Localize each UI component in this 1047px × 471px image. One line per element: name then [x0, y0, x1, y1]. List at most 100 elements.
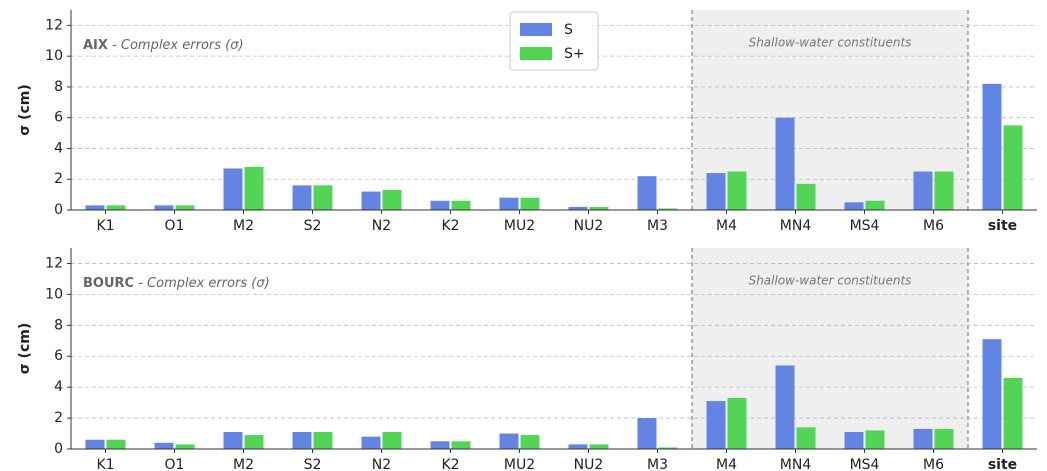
annotation-text: - Complex errors (σ)	[108, 38, 244, 53]
bar	[589, 206, 609, 210]
bar	[313, 431, 333, 449]
y-tick-label: 8	[54, 317, 63, 333]
bar	[637, 176, 657, 210]
y-tick-label: 2	[54, 171, 63, 187]
bar	[775, 365, 795, 449]
y-tick-label: 10	[45, 286, 63, 302]
bar	[223, 431, 243, 449]
bar	[292, 431, 312, 449]
bar	[154, 442, 174, 449]
bar	[589, 444, 609, 449]
x-tick-label: O1	[165, 457, 185, 471]
panel-annotation: BOURC - Complex errors (σ)	[83, 276, 270, 291]
x-tick-label: M6	[923, 457, 944, 471]
panel-annotation: AIX - Complex errors (σ)	[83, 38, 244, 53]
legend-swatch	[520, 23, 552, 36]
x-tick-label: S2	[304, 218, 322, 234]
y-tick-label: 12	[45, 255, 63, 271]
bar	[934, 171, 954, 210]
bar	[106, 205, 126, 210]
x-tick-label: MU2	[504, 457, 535, 471]
shade-label: Shallow-water constituents	[749, 36, 912, 50]
bar	[361, 191, 381, 210]
x-tick-label: K1	[96, 457, 114, 471]
x-tick-label: M2	[233, 457, 254, 471]
bar	[292, 185, 312, 210]
bar	[844, 431, 864, 449]
annotation-station: BOURC	[83, 276, 134, 291]
bar	[727, 397, 747, 449]
bar	[520, 197, 540, 210]
bar	[727, 171, 747, 210]
y-tick-label: 6	[54, 348, 63, 364]
bar	[1003, 125, 1023, 210]
bar	[934, 428, 954, 449]
bar	[913, 428, 933, 449]
y-tick-label: 0	[54, 202, 63, 218]
bar	[106, 439, 126, 449]
bar	[775, 117, 795, 210]
x-tick-label: M4	[716, 457, 737, 471]
legend-swatch	[520, 47, 552, 60]
x-tick-label: MS4	[850, 457, 880, 471]
y-tick-label: 12	[45, 17, 63, 33]
bar	[568, 444, 588, 449]
y-tick-label: 4	[54, 140, 63, 156]
bar	[499, 197, 519, 210]
bar	[865, 200, 885, 210]
x-tick-label: M6	[923, 218, 944, 234]
legend-label: S	[564, 22, 573, 38]
annotation-station: AIX	[83, 38, 108, 53]
y-axis-label: σ (cm)	[17, 323, 33, 374]
bar	[706, 401, 726, 449]
x-tick-label: N2	[372, 218, 391, 234]
x-tick-label: K2	[441, 457, 459, 471]
x-tick-label: M3	[647, 218, 668, 234]
bar	[223, 168, 243, 210]
x-tick-label: NU2	[574, 457, 604, 471]
x-tick-label: N2	[372, 457, 391, 471]
x-tick-label: MN4	[780, 218, 812, 234]
x-tick-label: MS4	[850, 218, 880, 234]
bar	[430, 200, 450, 210]
bar	[451, 200, 471, 210]
bar	[451, 441, 471, 449]
bar	[244, 435, 264, 449]
x-tick-label: S2	[304, 457, 322, 471]
x-tick-label: M3	[647, 457, 668, 471]
bar	[154, 205, 174, 210]
bar	[568, 206, 588, 210]
bar	[361, 436, 381, 449]
legend: S S+	[509, 11, 599, 71]
y-tick-label: 6	[54, 110, 63, 126]
legend-label: S+	[564, 46, 585, 62]
bar	[85, 205, 105, 210]
bar	[175, 205, 195, 210]
bar	[982, 83, 1002, 210]
x-tick-label: M2	[233, 218, 254, 234]
x-tick-label: MU2	[504, 218, 535, 234]
bar	[637, 418, 657, 449]
y-tick-label: 4	[54, 379, 63, 395]
y-tick-label: 10	[45, 48, 63, 64]
bar	[913, 171, 933, 210]
bar	[430, 441, 450, 449]
bar	[175, 444, 195, 449]
bar	[1003, 377, 1023, 449]
x-tick-label: MN4	[780, 457, 812, 471]
bar	[796, 427, 816, 449]
bar	[520, 435, 540, 449]
bar	[244, 166, 264, 210]
y-tick-label: 8	[54, 79, 63, 95]
x-tick-label: site	[988, 457, 1017, 471]
bar	[658, 447, 678, 449]
x-tick-label: site	[988, 218, 1017, 234]
bar	[382, 190, 402, 210]
bar	[844, 202, 864, 210]
shade-label: Shallow-water constituents	[749, 274, 912, 288]
bar	[499, 433, 519, 449]
legend-box	[509, 11, 599, 71]
y-tick-label: 2	[54, 410, 63, 426]
bar	[706, 173, 726, 210]
